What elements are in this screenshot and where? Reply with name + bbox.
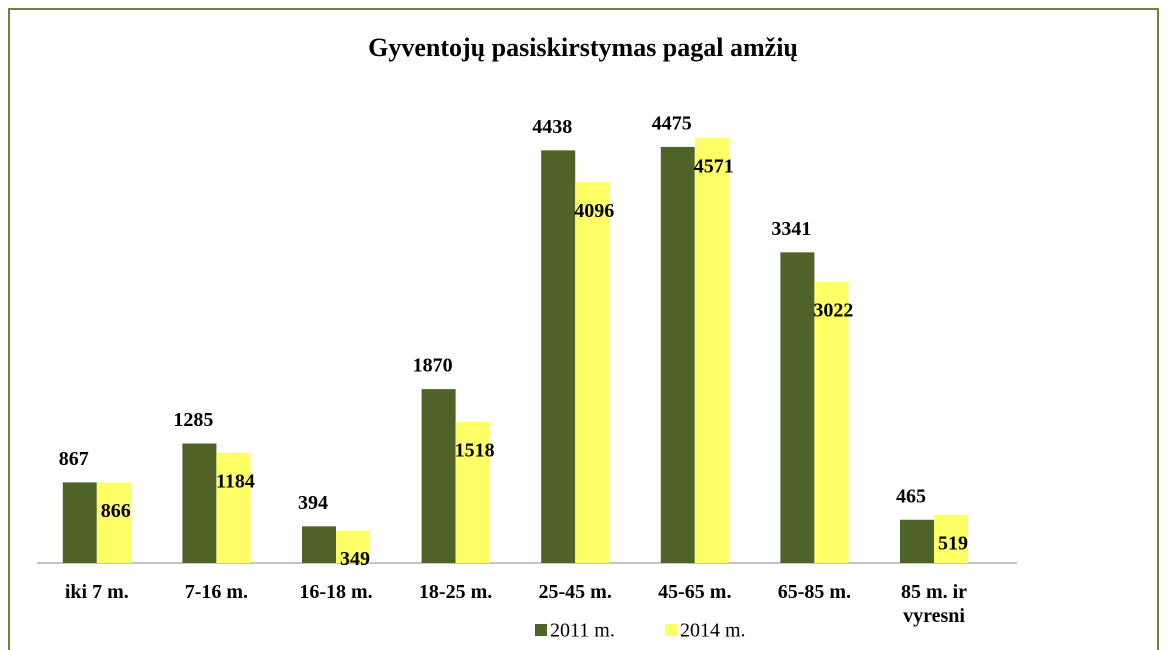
- bar: [182, 443, 217, 563]
- x-tick-label: iki 7 m.: [64, 581, 129, 603]
- data-label: 866: [101, 500, 131, 522]
- data-label: 465: [896, 485, 926, 507]
- data-label: 4096: [574, 200, 614, 222]
- bar: [216, 452, 251, 563]
- legend-label: 2014 m.: [680, 620, 746, 642]
- bar: [541, 150, 576, 563]
- legend-label: 2011 m.: [550, 620, 615, 642]
- x-tick-label: 16-18 m.: [299, 581, 373, 603]
- data-label: 4475: [652, 113, 692, 135]
- x-tick-label: 65-85 m.: [777, 581, 852, 603]
- bar: [96, 482, 131, 563]
- legend-swatch: [535, 624, 547, 636]
- bar: [660, 146, 695, 563]
- data-label: 1285: [173, 409, 213, 431]
- x-tick-label: 7-16 m.: [184, 581, 249, 603]
- data-label: 394: [298, 492, 328, 514]
- data-label: 3341: [771, 218, 811, 240]
- data-label: 519: [938, 532, 968, 554]
- bar: [62, 482, 97, 563]
- bar: [336, 530, 370, 563]
- data-label: 4438: [532, 116, 572, 138]
- data-label: 1870: [413, 355, 453, 377]
- x-tick-label: 25-45 m.: [538, 581, 612, 603]
- data-label: 867: [59, 448, 89, 470]
- x-tick-label: 18-25 m.: [418, 581, 493, 603]
- bar: [302, 526, 336, 563]
- data-label: 1518: [455, 439, 495, 461]
- bar: [780, 252, 815, 563]
- x-tick-label: 85 m. ir vyresni: [900, 581, 968, 627]
- bar: [575, 182, 610, 563]
- data-label: 3022: [813, 300, 853, 322]
- bar: [934, 514, 968, 563]
- bar: [455, 421, 490, 563]
- bar: [694, 138, 729, 563]
- data-label: 4571: [694, 156, 734, 178]
- x-tick-label: 45-65 m.: [658, 581, 732, 603]
- data-label: 349: [340, 548, 370, 570]
- bar: [814, 282, 849, 563]
- bar: [421, 389, 456, 563]
- chart-title: Gyventojų pasiskirstymas pagal amžių: [368, 33, 798, 62]
- data-label: 1184: [216, 471, 255, 493]
- frame: [8, 8, 1159, 650]
- bar: [900, 519, 934, 563]
- legend-swatch: [665, 624, 677, 636]
